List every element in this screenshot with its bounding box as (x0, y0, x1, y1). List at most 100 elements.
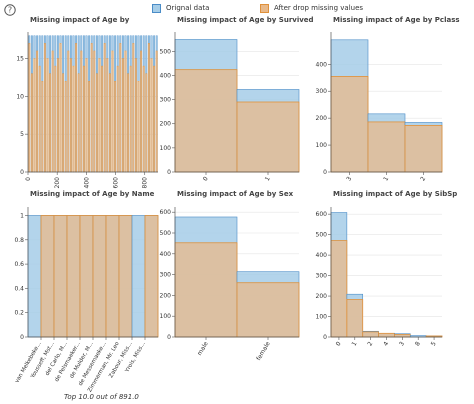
y-tick-label: 400 (316, 252, 328, 259)
bar-after-drop (236, 282, 300, 338)
bar-after-drop (69, 58, 72, 173)
bar-after-drop (140, 50, 143, 173)
bar-after-drop (79, 215, 94, 338)
x-tick-label: 5 (430, 340, 438, 347)
bar-after-drop (56, 58, 59, 173)
bar-after-drop (144, 215, 159, 338)
panel-title: Missing impact of Age by SibSp (333, 190, 457, 198)
panel-title: Missing impact of Age by Sex (177, 190, 294, 198)
x-tick-label: 8 (414, 340, 422, 347)
y-tick-label: 100 (160, 313, 172, 320)
panel-title: Missing impact of Age by Pclass (333, 16, 460, 24)
x-tick-label: 0 (202, 175, 210, 182)
bar-after-drop (33, 58, 36, 173)
y-tick-label: 400 (316, 61, 328, 68)
bar-after-drop (77, 73, 80, 173)
panel-title: Missing impact of Age by (30, 16, 130, 24)
bar-after-drop (155, 50, 158, 173)
bar-after-drop (137, 80, 140, 173)
x-tick-label: 0 (335, 340, 343, 347)
bar-after-drop (394, 334, 411, 338)
bar-after-drop (330, 240, 348, 338)
bar-after-drop (404, 125, 443, 173)
y-tick-label: 100 (316, 142, 328, 149)
y-tick-label: 400 (160, 251, 172, 258)
bar-after-drop (66, 215, 81, 338)
bar-after-drop (54, 65, 57, 173)
bar-after-drop (105, 215, 120, 338)
y-tick-label: 5 (20, 131, 24, 138)
y-tick-label: 600 (316, 211, 328, 218)
bar-after-drop (82, 65, 85, 173)
x-tick-label: male (196, 340, 210, 357)
y-tick-label: 500 (160, 48, 172, 55)
x-tick-label: 1 (351, 340, 359, 347)
bar-after-drop (106, 58, 109, 173)
x-tick-label: 400 (83, 177, 90, 189)
x-tick-label: 600 (113, 177, 120, 189)
bar-after-drop (85, 58, 88, 173)
bar-after-drop (59, 43, 62, 173)
y-tick-label: 1 (20, 213, 24, 220)
y-tick-label: 200 (316, 293, 328, 300)
legend-swatch-original (152, 3, 161, 13)
y-tick-label: 0 (323, 334, 327, 341)
bar-after-drop (90, 43, 93, 173)
bar-after-drop (28, 43, 31, 173)
help-icon[interactable]: ? (4, 4, 16, 16)
bar-after-drop (147, 43, 150, 173)
x-tick-label: female (255, 340, 272, 362)
bar-after-drop (51, 50, 54, 173)
x-tick-label: 3 (345, 175, 353, 182)
x-tick-label: 0 (25, 177, 32, 181)
y-tick-label: 0 (167, 169, 171, 176)
bar-after-drop (119, 43, 122, 173)
bar-after-drop (132, 43, 135, 173)
bar-after-drop (75, 43, 78, 173)
bar-original (27, 215, 42, 338)
bar-after-drop (174, 69, 238, 173)
bar-after-drop (101, 65, 104, 173)
bar-after-drop (36, 50, 39, 173)
y-tick-label: 0 (20, 334, 24, 341)
bar-after-drop (49, 73, 52, 173)
y-tick-label: 200 (160, 121, 172, 128)
y-tick-label: 300 (160, 272, 172, 279)
y-tick-label: 300 (316, 273, 328, 280)
bar-after-drop (111, 50, 114, 173)
y-tick-label: 0.8 (14, 237, 24, 244)
y-tick-label: 15 (16, 55, 24, 62)
bar-after-drop (46, 58, 49, 173)
bar-after-drop (134, 58, 137, 173)
bar-after-drop (108, 73, 111, 173)
svg-text:?: ? (8, 6, 12, 15)
bar-after-drop (145, 73, 148, 173)
y-tick-label: 200 (316, 115, 328, 122)
bar-after-drop (88, 80, 91, 173)
x-tick-label: 4 (382, 340, 390, 347)
x-tick-label: 2 (419, 175, 427, 182)
legend-original: Orignal data (152, 2, 209, 14)
x-tick-label: 200 (54, 177, 61, 189)
bar-after-drop (174, 242, 238, 338)
legend-label-original: Orignal data (166, 4, 210, 12)
bar-after-drop (43, 43, 46, 173)
y-tick-label: 0 (167, 334, 171, 341)
bar-after-drop (72, 65, 75, 173)
panel-4: Missing impact of Age by Name 0 0.2 0.4 0.6 0… (14, 190, 159, 393)
y-tick-label: 0 (20, 169, 24, 176)
bar-after-drop (103, 43, 106, 173)
bar-after-drop (30, 73, 33, 173)
bar-after-drop (236, 101, 300, 173)
y-tick-label: 600 (160, 209, 172, 216)
bar-after-drop (93, 50, 96, 173)
y-tick-label: 100 (316, 314, 328, 321)
bar-after-drop (116, 65, 119, 173)
bar-after-drop (114, 80, 117, 173)
bar-after-drop (127, 73, 130, 173)
y-tick-label: 200 (160, 292, 172, 299)
bar-after-drop (53, 215, 68, 338)
y-tick-label: 300 (316, 88, 328, 95)
bar-after-drop (38, 65, 41, 173)
